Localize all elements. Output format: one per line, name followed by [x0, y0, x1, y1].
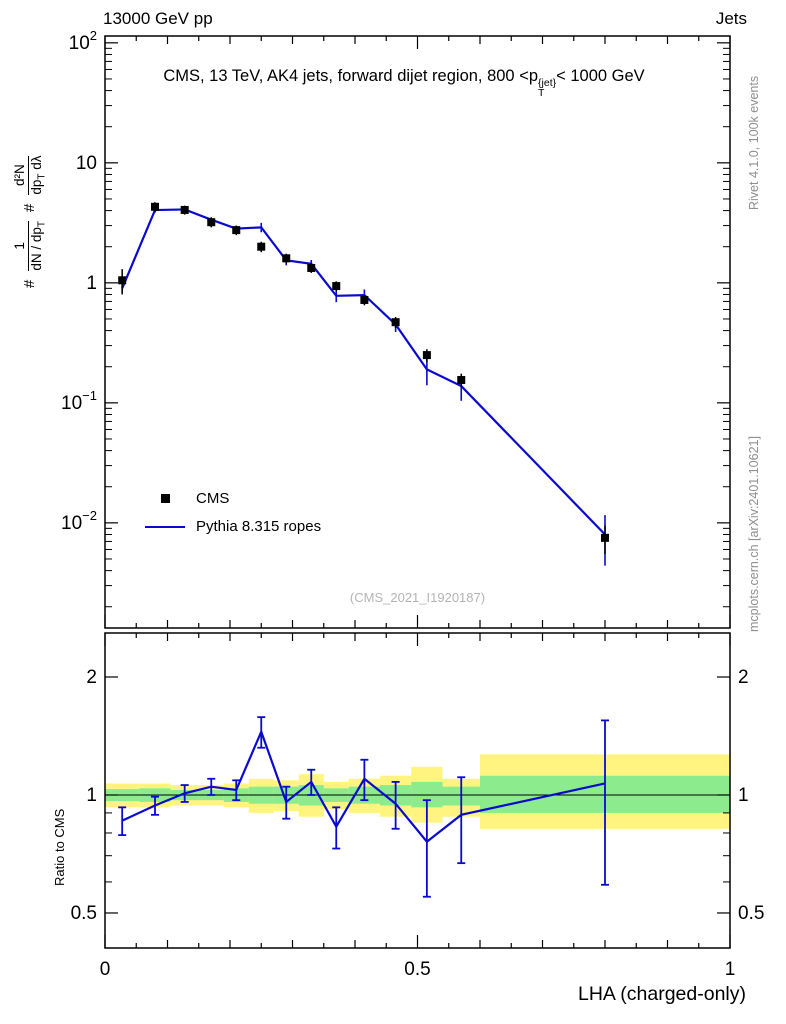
cms-data-point [257, 242, 266, 251]
ratio-series [118, 716, 609, 898]
mcplots-credit-label: mcplots.cern.ch [arXiv:2401.10621] [747, 436, 761, 632]
cms-data-point [422, 351, 431, 360]
cms-marker-icon [145, 494, 185, 503]
cms-data-point [601, 533, 609, 542]
svg-text:2: 2 [86, 667, 97, 688]
ratio-uncertainty-bands [105, 754, 730, 829]
main-y-axis-label: # 1 dN / dpT # d²N dpT dλ [12, 155, 48, 288]
analysis-category-label: Jets [715, 9, 747, 28]
cms-data-point [332, 282, 341, 291]
ylabel-frac1-numerator: 1 [12, 221, 29, 271]
ratio-line [121, 728, 606, 844]
svg-text:10−1: 10−1 [61, 388, 97, 414]
svg-text:1: 1 [86, 785, 97, 806]
legend-label-pythia: Pythia 8.315 ropes [196, 518, 322, 535]
rivet-version-label: Rivet 4.1.0, 100k events [747, 75, 761, 210]
svg-text:0.5: 0.5 [738, 903, 764, 924]
svg-text:102: 102 [69, 28, 97, 54]
main-y-axis-ticks [105, 42, 730, 608]
ratio-y-tick-labels: 2 2 1 1 0.5 0.5 [71, 667, 765, 924]
svg-text:1: 1 [725, 959, 736, 980]
pythia-line-icon [145, 525, 185, 528]
svg-text:10: 10 [76, 153, 97, 174]
svg-text:1: 1 [86, 273, 97, 294]
legend-item-cms: CMS [145, 490, 321, 507]
pythia-line [121, 208, 606, 536]
pt-supsub: {jet} T [538, 78, 556, 99]
cms-series-main [118, 202, 609, 555]
cms-data-point [457, 376, 466, 385]
x-axis-label: LHA (charged-only) [578, 983, 746, 1005]
x-axis-ticks [104, 36, 731, 948]
pt-subscript: T [538, 87, 545, 100]
svg-text:1: 1 [738, 785, 749, 806]
main-panel-frame [104, 35, 731, 629]
ylabel-frac2-denominator: dpT dλ [28, 155, 48, 195]
svg-text:10−2: 10−2 [61, 508, 97, 534]
main-y-tick-labels: 102 10 1 10−1 10−2 [61, 28, 97, 534]
cms-data-point [307, 263, 316, 272]
analysis-id-watermark: (CMS_2021_I1920187) [349, 590, 486, 605]
cms-data-point [282, 254, 291, 263]
cms-data-point [232, 226, 241, 235]
ratio-y-axis-label: Ratio to CMS [52, 808, 67, 886]
ylabel-fraction-1: 1 dN / dpT [12, 221, 48, 271]
cms-data-point [118, 276, 127, 285]
ylabel-frac1-denominator: dN / dpT [28, 221, 48, 271]
legend: CMS Pythia 8.315 ropes [145, 490, 321, 535]
plot-title-text-end: < 1000 GeV [556, 67, 645, 85]
plot-title-text: CMS, 13 TeV, AK4 jets, forward dijet reg… [163, 67, 539, 85]
cms-data-point [180, 205, 189, 214]
ylabel-fraction-2: d²N dpT dλ [12, 155, 48, 195]
cms-data-point [151, 202, 159, 211]
plot-title: CMS, 13 TeV, AK4 jets, forward dijet reg… [58, 67, 750, 99]
x-tick-labels: 0 0.5 1 [100, 959, 736, 980]
cms-data-point [207, 218, 216, 227]
svg-text:0.5: 0.5 [404, 959, 430, 980]
ylabel-hash-icon: # [21, 279, 39, 288]
cms-data-point [360, 295, 369, 304]
ylabel-hash-icon: # [21, 203, 39, 213]
svg-text:0: 0 [100, 959, 111, 980]
legend-label-cms: CMS [196, 490, 230, 507]
legend-item-pythia: Pythia 8.315 ropes [145, 518, 321, 535]
cms-data-point [391, 318, 400, 327]
ylabel-frac2-numerator: d²N [12, 155, 29, 195]
beam-energy-label: 13000 GeV pp [103, 9, 213, 28]
svg-text:0.5: 0.5 [71, 903, 97, 924]
pt-superscript: {jet} [538, 76, 557, 89]
svg-text:2: 2 [738, 667, 749, 688]
